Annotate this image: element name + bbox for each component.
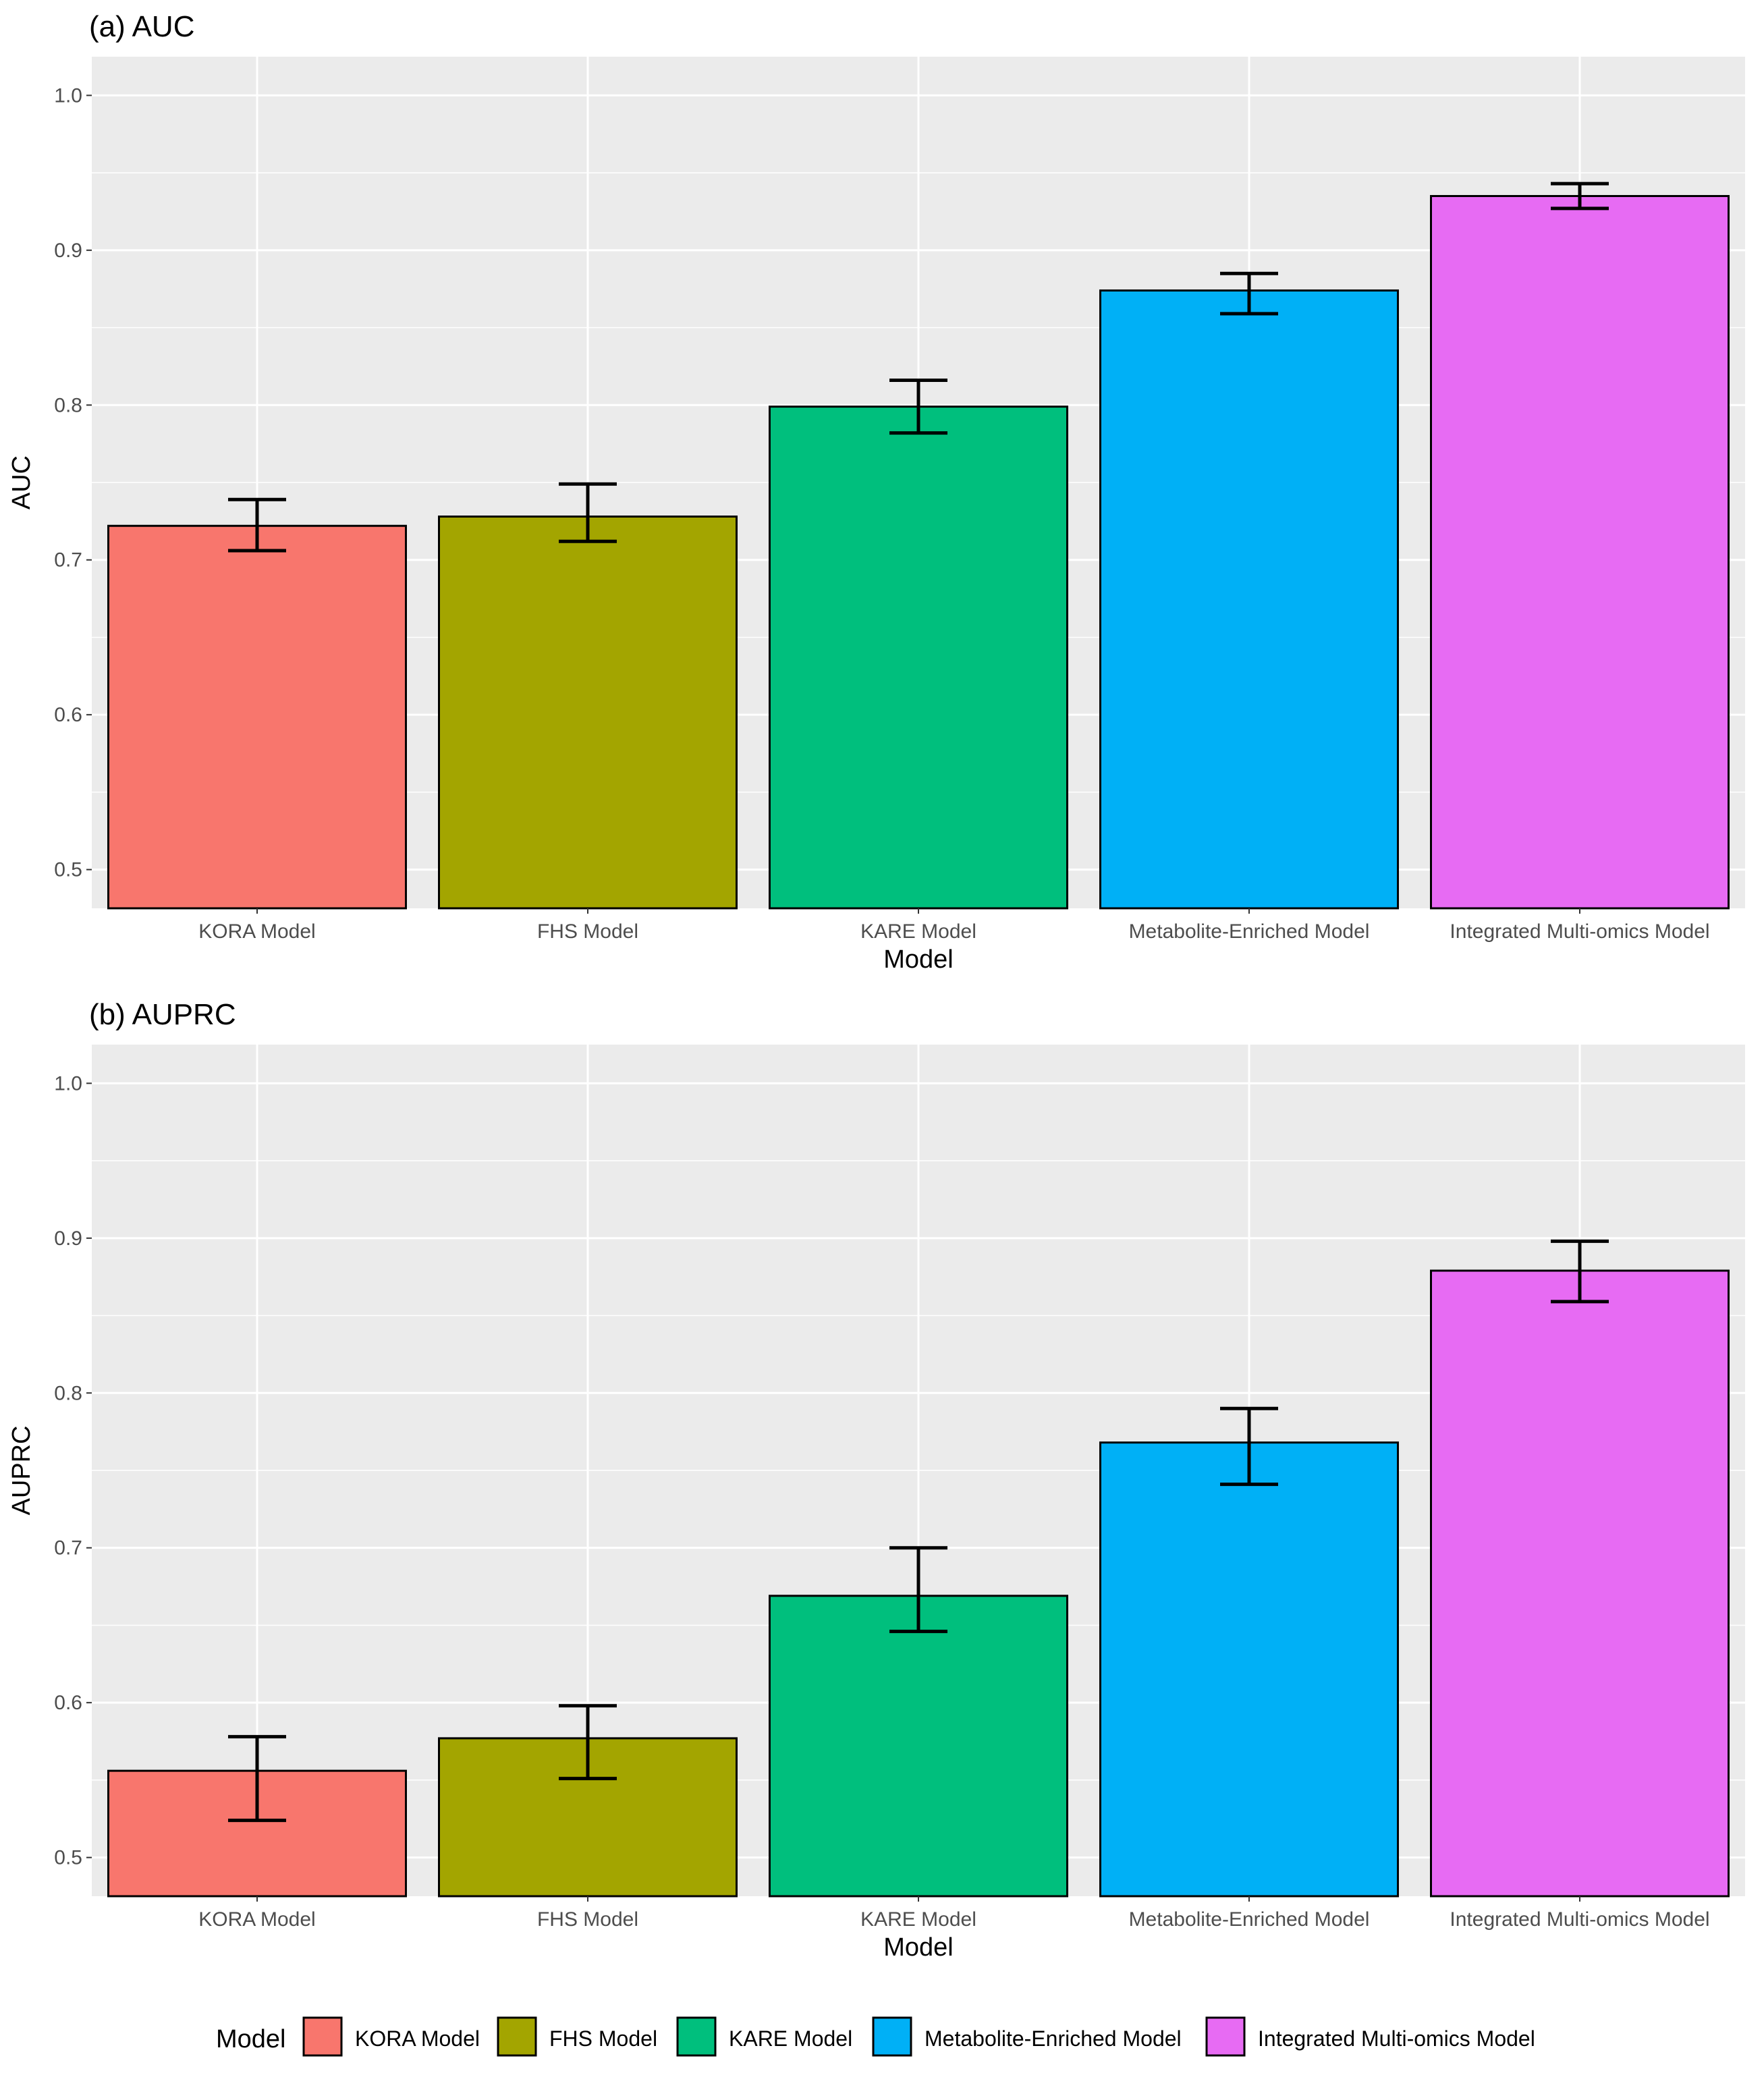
y-axis-title: AUPRC [7, 1425, 36, 1515]
error-bar-metabolite-enriched-model [1220, 271, 1278, 316]
error-bar-fhs-model [559, 1704, 617, 1781]
bar-integrated-multi-omics-model [1430, 195, 1730, 910]
legend-label: FHS Model [549, 2026, 657, 2051]
legend: Model KORA Model FHS Model KARE Model Metab… [216, 2016, 1535, 2057]
y-tick-label: 1.0 [54, 84, 82, 107]
legend-label: Integrated Multi-omics Model [1258, 2026, 1535, 2051]
panel-auc: 0.5 0.6 0.7 0.8 0.9 1.0 KORA Model FHS Model KAR… [7, 10, 1745, 974]
bar-kora-model [107, 524, 407, 910]
legend-item-kare-model: KARE Model [676, 2016, 852, 2057]
panel-auprc: 0.5 0.6 0.7 0.8 0.9 1.0 KORA Model FHS Model KAR… [7, 998, 1745, 1962]
error-bar-metabolite-enriched-model [1220, 1406, 1278, 1487]
legend-label: KARE Model [729, 2026, 852, 2051]
panel-title: (a) AUC [89, 10, 194, 43]
x-tick-label: Integrated Multi-omics Model [1450, 920, 1709, 943]
x-tick-label: KORA Model [198, 1908, 315, 1931]
y-tick-label: 0.7 [54, 1537, 82, 1559]
y-tick-label: 0.6 [54, 1692, 82, 1714]
x-tick-label: Metabolite-Enriched Model [1129, 920, 1370, 943]
x-tick-label: KORA Model [198, 920, 315, 943]
error-bar-integrated-multi-omics-model [1551, 182, 1609, 211]
bar-metabolite-enriched-model [1099, 1441, 1399, 1898]
error-bar-kare-model [889, 379, 947, 435]
legend-item-integrated-multi-omics-model: Integrated Multi-omics Model [1205, 2016, 1535, 2057]
x-axis-title: Model [883, 945, 954, 974]
error-bar-integrated-multi-omics-model [1551, 1239, 1609, 1304]
bar-kare-model [769, 1595, 1068, 1898]
legend-key [302, 2016, 343, 2057]
y-axis-title: AUC [7, 455, 36, 509]
error-bar-kora-model [228, 1735, 286, 1823]
y-tick-label: 1.0 [54, 1072, 82, 1095]
bar-kare-model [769, 406, 1068, 910]
y-tick-label: 0.5 [54, 859, 82, 881]
bar-metabolite-enriched-model [1099, 289, 1399, 910]
legend-item-fhs-model: FHS Model [497, 2016, 657, 2057]
legend-key [676, 2016, 717, 2057]
error-bar-kora-model [228, 497, 286, 553]
y-tick-label: 0.7 [54, 549, 82, 572]
x-tick-label: KARE Model [860, 920, 976, 943]
x-tick-label: Integrated Multi-omics Model [1450, 1908, 1709, 1931]
x-tick-label: FHS Model [537, 1908, 638, 1931]
y-tick-label: 0.9 [54, 240, 82, 262]
legend-label: Metabolite-Enriched Model [925, 2026, 1182, 2051]
panel-title: (b) AUPRC [89, 998, 236, 1031]
legend-item-metabolite-enriched-model: Metabolite-Enriched Model [872, 2016, 1182, 2057]
legend-key [497, 2016, 537, 2057]
legend-title: Model [216, 2025, 286, 2053]
y-tick-label: 0.9 [54, 1227, 82, 1250]
x-tick-label: FHS Model [537, 920, 638, 943]
x-axis-title: Model [883, 1933, 954, 1962]
y-tick-label: 0.8 [54, 394, 82, 416]
x-tick-label: KARE Model [860, 1908, 976, 1931]
bar-fhs-model [438, 515, 738, 910]
legend-key [1205, 2016, 1246, 2057]
error-bar-fhs-model [559, 482, 617, 543]
legend-key [872, 2016, 912, 2057]
y-tick-label: 0.5 [54, 1847, 82, 1869]
y-tick-label: 0.8 [54, 1382, 82, 1404]
error-bar-kare-model [889, 1546, 947, 1634]
legend-label: KORA Model [355, 2026, 480, 2051]
bar-integrated-multi-omics-model [1430, 1269, 1730, 1898]
x-tick-label: Metabolite-Enriched Model [1129, 1908, 1370, 1931]
y-tick-label: 0.6 [54, 704, 82, 726]
legend-item-kora-model: KORA Model [302, 2016, 480, 2057]
